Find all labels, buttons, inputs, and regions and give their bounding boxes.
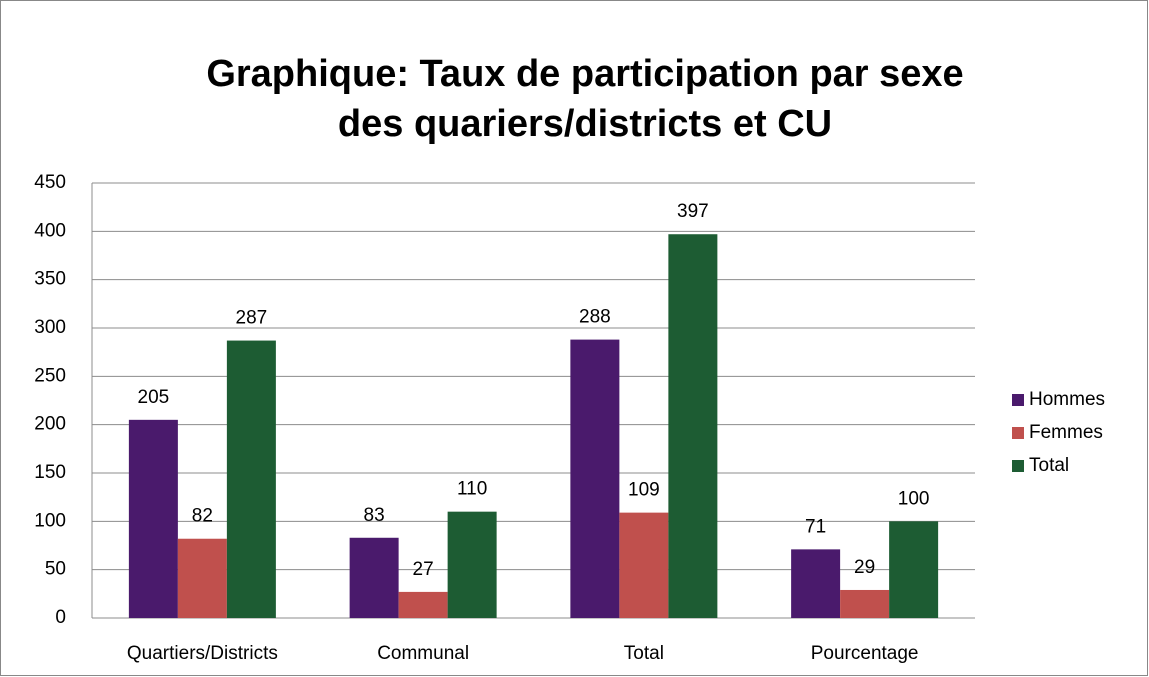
y-tick-label: 200	[34, 414, 66, 435]
bar	[226, 340, 276, 618]
data-label: 71	[805, 516, 826, 537]
legend-swatch	[1012, 394, 1024, 406]
bar	[398, 591, 448, 618]
bar	[570, 339, 620, 618]
x-tick-label: Total	[624, 643, 664, 664]
data-label: 82	[192, 506, 213, 527]
bar	[619, 512, 669, 618]
bar	[889, 521, 939, 618]
y-tick-label: 0	[55, 607, 66, 628]
chart-title: Graphique: Taux de participation par sex…	[206, 53, 963, 95]
y-tick-label: 250	[34, 365, 66, 386]
data-label: 27	[413, 559, 434, 580]
x-tick-label: Communal	[377, 643, 469, 664]
legend-label: Total	[1029, 455, 1069, 476]
data-label: 397	[677, 201, 709, 222]
data-label: 288	[579, 307, 611, 328]
bar	[128, 419, 178, 618]
x-tick-label: Pourcentage	[811, 643, 919, 664]
bar	[349, 537, 399, 618]
data-label: 287	[236, 308, 268, 329]
legend-swatch	[1012, 427, 1024, 439]
legend-label: Hommes	[1029, 389, 1105, 410]
legend-label: Femmes	[1029, 422, 1103, 443]
y-tick-label: 300	[34, 317, 66, 338]
data-label: 110	[457, 479, 487, 500]
y-tick-label: 100	[34, 510, 66, 531]
bar	[791, 549, 841, 618]
legend-swatch	[1012, 460, 1024, 472]
y-tick-label: 150	[34, 462, 66, 483]
data-label: 100	[898, 488, 930, 509]
data-label: 83	[364, 505, 385, 526]
data-label: 109	[628, 480, 660, 501]
y-tick-label: 400	[34, 220, 66, 241]
bar	[447, 511, 497, 618]
data-label: 205	[138, 387, 170, 408]
x-tick-label: Quartiers/Districts	[127, 643, 278, 664]
bar	[668, 234, 718, 618]
y-tick-label: 350	[34, 269, 66, 290]
chart-title: des quariers/districts et CU	[338, 103, 832, 145]
data-label: 29	[854, 557, 875, 578]
bar	[177, 538, 227, 618]
y-tick-label: 450	[34, 172, 66, 193]
bar	[840, 589, 890, 618]
y-tick-label: 50	[45, 559, 66, 580]
